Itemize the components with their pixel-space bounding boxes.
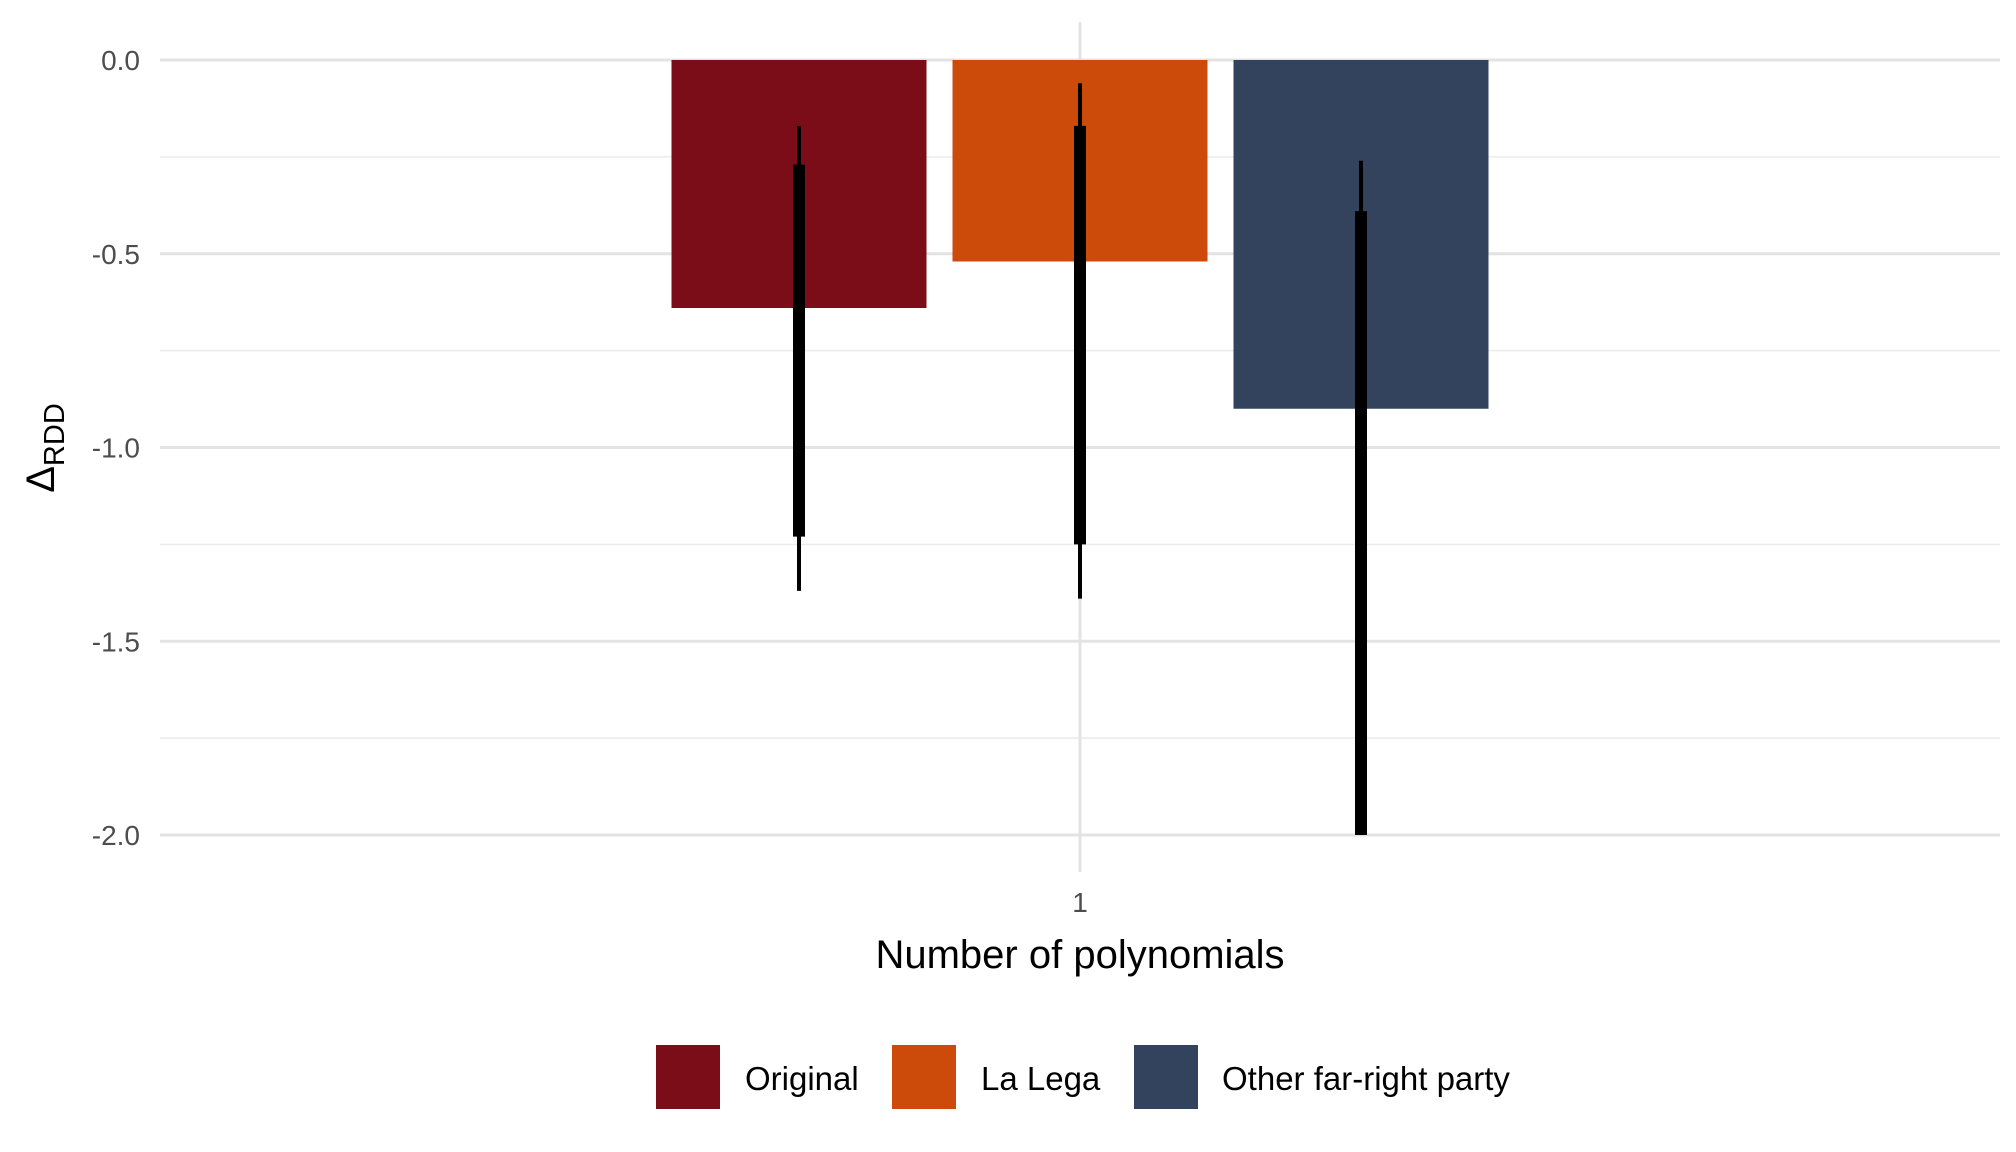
y-tick-label: -2.0 — [92, 820, 140, 851]
y-axis-title-main: Δ — [19, 466, 63, 493]
legend-label: La Lega — [981, 1060, 1101, 1097]
x-axis-ticks: 1 — [1072, 887, 1088, 918]
y-tick-label: 0.0 — [101, 45, 140, 76]
legend-label: Original — [745, 1060, 859, 1097]
y-axis-ticks: 0.0 -0.5 -1.0 -1.5 -2.0 — [92, 45, 140, 851]
y-axis-title: ΔRDD — [19, 403, 71, 493]
y-axis-title-subscript: RDD — [39, 403, 71, 466]
y-tick-label: -1.5 — [92, 626, 140, 657]
x-axis-title: Number of polynomials — [875, 933, 1284, 977]
legend: Original La Lega Other far-right party — [656, 1045, 1510, 1109]
error-bars — [793, 83, 1367, 835]
x-tick-label: 1 — [1072, 887, 1088, 918]
legend-key — [656, 1045, 720, 1109]
y-tick-label: -1.0 — [92, 433, 140, 464]
legend-label: Other far-right party — [1222, 1060, 1510, 1097]
y-tick-label: -0.5 — [92, 239, 140, 270]
legend-key — [892, 1045, 956, 1109]
legend-key — [1134, 1045, 1198, 1109]
